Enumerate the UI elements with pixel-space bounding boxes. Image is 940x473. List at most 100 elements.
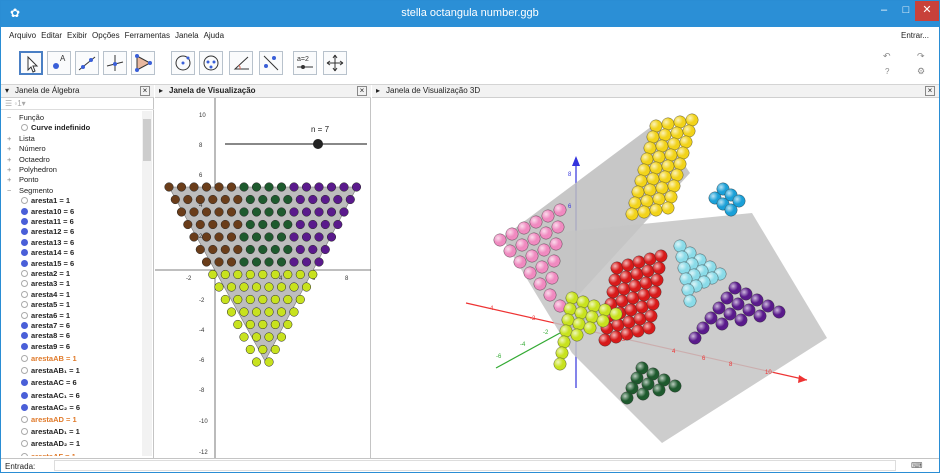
- grid-point: [201, 207, 212, 217]
- close-panel-icon[interactable]: ×: [357, 86, 367, 96]
- algebra-item-label: aresta1 = 1: [31, 196, 70, 206]
- algebra-scrollbar[interactable]: [142, 111, 152, 456]
- visibility-toggle[interactable]: [21, 249, 28, 257]
- grid-point: [276, 307, 287, 317]
- sphere-highlight: [642, 321, 656, 335]
- visibility-toggle[interactable]: [21, 452, 28, 456]
- menu-editar[interactable]: Editar: [41, 31, 63, 40]
- grid-point: [251, 357, 262, 367]
- menu-ferramentas[interactable]: Ferramentas: [124, 31, 170, 40]
- collapse-icon[interactable]: −: [7, 113, 12, 122]
- geogebra-logo-icon: ✿: [10, 6, 21, 20]
- menu-opcoes[interactable]: Opções: [92, 31, 120, 40]
- input-field[interactable]: [54, 460, 896, 471]
- graphics-3d-canvas[interactable]: -4 -2 2 4 6 8 10 -6 -4 -2 6 8: [372, 98, 939, 458]
- visibility-toggle[interactable]: [21, 207, 28, 215]
- visibility-toggle[interactable]: [21, 367, 28, 375]
- visibility-toggle[interactable]: [21, 403, 28, 411]
- scrollbar-thumb[interactable]: [143, 119, 151, 161]
- grid-point: [276, 282, 287, 292]
- grid-point: [308, 244, 318, 255]
- grid-point: [233, 294, 243, 305]
- menu-arquivo[interactable]: Arquivo: [9, 31, 37, 40]
- expand-icon[interactable]: +: [7, 175, 12, 185]
- visibility-toggle[interactable]: [21, 124, 28, 132]
- grid-point: [276, 182, 287, 192]
- visibility-toggle[interactable]: [21, 197, 28, 205]
- visibility-toggle[interactable]: [21, 270, 28, 277]
- visibility-toggle[interactable]: [21, 311, 28, 319]
- visibility-toggle[interactable]: [21, 218, 28, 225]
- circle-tool-button[interactable]: [171, 51, 195, 75]
- close-panel-icon[interactable]: ×: [925, 86, 935, 96]
- help-button[interactable]: ?: [885, 67, 890, 76]
- visibility-toggle[interactable]: [21, 355, 28, 362]
- move-view-tool-button[interactable]: [323, 51, 347, 75]
- point-tool-button[interactable]: A: [47, 51, 71, 75]
- minimize-button[interactable]: –: [880, 4, 888, 16]
- grid-point: [339, 182, 349, 192]
- settings-icon[interactable]: ⚙: [917, 66, 926, 76]
- algebra-item-label: aresta9 = 6: [31, 341, 70, 351]
- collapse-arrow-icon[interactable]: ▸: [159, 86, 164, 95]
- grid-point: [289, 257, 299, 267]
- close-button[interactable]: ✕: [915, 1, 939, 21]
- visibility-toggle[interactable]: [21, 290, 28, 298]
- grid-point: [258, 244, 268, 255]
- perpendicular-tool-button[interactable]: [103, 51, 127, 75]
- visibility-toggle[interactable]: [21, 301, 28, 309]
- graphics-canvas[interactable]: n = 7 -2 2 4 6 8 10 8 6 4 2 -2 -4 -6 -8 -10 -12: [155, 98, 371, 458]
- polygon-tool-button[interactable]: [131, 51, 155, 75]
- algebra-item-label: arestaAB = 1: [31, 354, 77, 363]
- visibility-toggle[interactable]: [21, 332, 28, 340]
- menu-janela[interactable]: Janela: [174, 31, 199, 40]
- grid-point: [264, 207, 274, 217]
- collapse-arrow-icon[interactable]: ▸: [376, 86, 381, 95]
- menu-ajuda[interactable]: Ajuda: [203, 31, 225, 40]
- algebra-tools[interactable]: ☰ ◦1▾: [1, 98, 154, 110]
- sign-in-link[interactable]: Entrar...: [900, 31, 929, 40]
- sphere-highlight: [624, 303, 638, 317]
- visibility-toggle[interactable]: [21, 259, 28, 267]
- slider-handle[interactable]: [313, 139, 323, 149]
- menu-exibir[interactable]: Exibir: [67, 31, 88, 40]
- slider-tool-button[interactable]: a=2: [293, 51, 317, 75]
- angle-tool-button[interactable]: [229, 51, 253, 75]
- sphere-highlight: [609, 307, 623, 321]
- algebra-item-label: aresta12 = 6: [31, 227, 75, 237]
- visibility-toggle[interactable]: [21, 228, 28, 236]
- sphere-highlight: [646, 130, 660, 144]
- expand-icon[interactable]: +: [7, 165, 12, 174]
- maximize-button[interactable]: □: [902, 4, 910, 16]
- visibility-toggle[interactable]: [21, 342, 28, 350]
- sphere-highlight: [545, 271, 559, 285]
- close-panel-icon[interactable]: ×: [140, 86, 150, 96]
- reflect-tool-button[interactable]: [259, 51, 283, 75]
- visibility-toggle[interactable]: [21, 322, 28, 329]
- visibility-toggle[interactable]: [21, 416, 28, 423]
- redo-button[interactable]: ↷: [917, 51, 925, 61]
- grid-point: [264, 282, 274, 292]
- visibility-toggle[interactable]: [21, 391, 28, 399]
- visibility-toggle[interactable]: [21, 238, 28, 246]
- expand-icon[interactable]: +: [7, 133, 12, 143]
- visibility-toggle[interactable]: [21, 379, 28, 387]
- move-tool-button[interactable]: [19, 51, 43, 75]
- ellipse-tool-button[interactable]: [199, 51, 223, 75]
- sphere-highlight: [661, 159, 675, 173]
- visibility-toggle[interactable]: [21, 440, 28, 448]
- grid-point: [239, 182, 249, 192]
- undo-button[interactable]: ↶: [883, 51, 891, 61]
- x-tick-label: 4: [279, 276, 283, 282]
- collapse-arrow-icon[interactable]: ▾: [5, 86, 10, 95]
- sphere-highlight: [676, 146, 690, 160]
- visibility-toggle[interactable]: [21, 428, 28, 436]
- collapse-icon[interactable]: −: [7, 185, 12, 195]
- sphere-highlight: [720, 291, 734, 305]
- grid-point: [226, 282, 237, 292]
- visibility-toggle[interactable]: [21, 280, 28, 288]
- expand-icon[interactable]: +: [7, 144, 12, 154]
- keyboard-icon[interactable]: ⌨: [911, 461, 923, 470]
- expand-icon[interactable]: +: [7, 154, 12, 164]
- line-tool-button[interactable]: [75, 51, 99, 75]
